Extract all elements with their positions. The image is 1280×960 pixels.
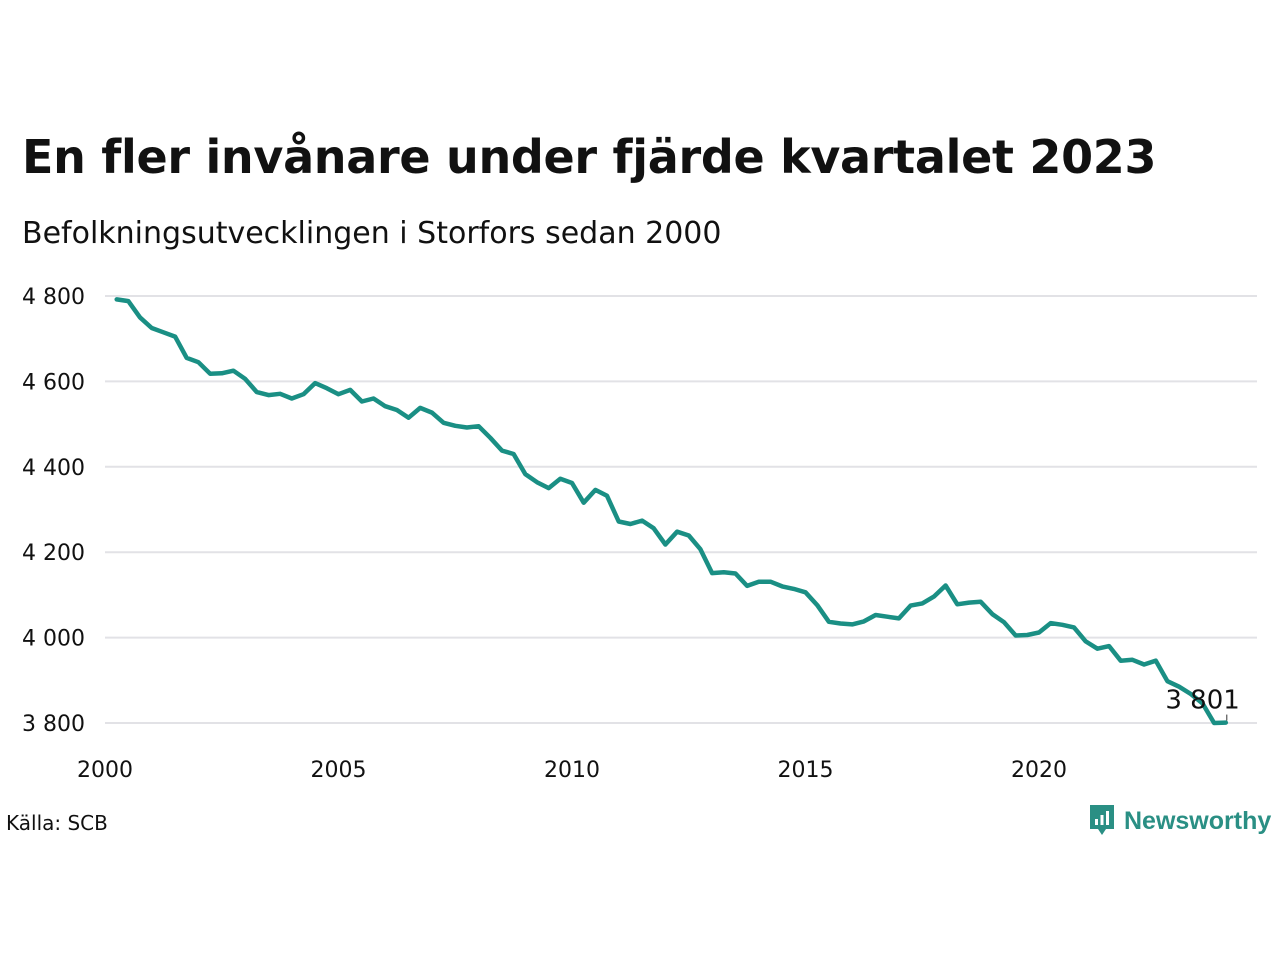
x-tick-label: 2020	[1011, 758, 1067, 783]
x-tick-label: 2005	[311, 758, 367, 783]
y-tick-label: 4 400	[22, 456, 85, 481]
end-value-label-group: 3 801	[1165, 686, 1240, 721]
y-tick-label: 4 600	[22, 370, 85, 395]
x-tick-label: 2010	[544, 758, 600, 783]
y-tick-label: 4 200	[22, 541, 85, 566]
end-value-label: 3 801	[1165, 686, 1239, 716]
newsworthy-logo: Newsworthy	[1088, 803, 1271, 839]
y-tick-label: 4 800	[22, 285, 85, 310]
y-axis-tick-labels: 3 800 4 000 4 200 4 400 4 600 4 800	[22, 285, 85, 737]
population-line	[114, 297, 1229, 726]
brand-name: Newsworthy	[1124, 806, 1272, 835]
grid-lines	[105, 295, 1257, 724]
x-axis-tick-labels: 2000 2005 2010 2015 2020	[77, 758, 1067, 783]
source-note: Källa: SCB	[6, 811, 108, 835]
chart-title: En fler invånare under fjärde kvartalet …	[22, 130, 1157, 184]
newsworthy-logo-icon	[1090, 805, 1114, 835]
y-tick-label: 3 800	[22, 712, 85, 737]
y-tick-label: 4 000	[22, 627, 85, 652]
chart-subtitle: Befolkningsutvecklingen i Storfors sedan…	[22, 216, 722, 251]
x-tick-label: 2015	[778, 758, 834, 783]
x-tick-label: 2000	[77, 758, 133, 783]
